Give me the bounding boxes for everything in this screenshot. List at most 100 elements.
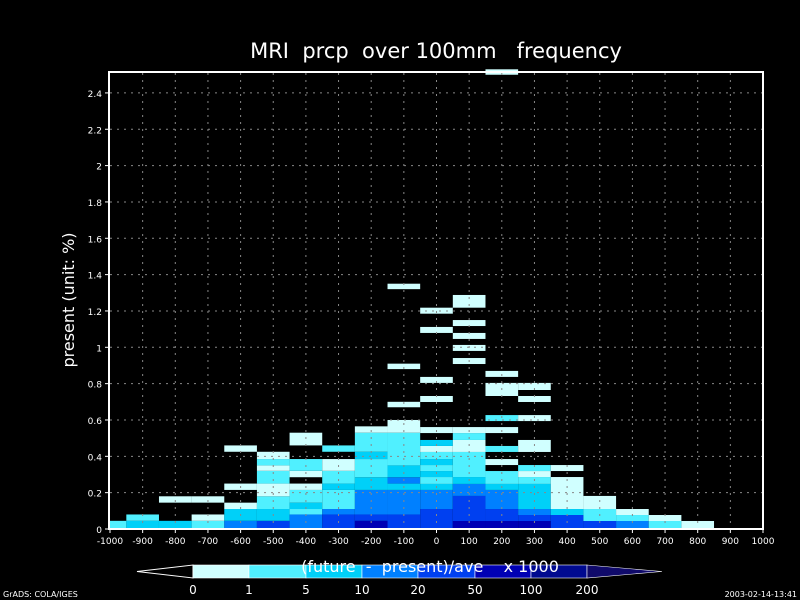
heatmap-cell: [354, 451, 388, 460]
y-tick-label: 1.2: [88, 308, 102, 318]
grid-lines: [110, 73, 763, 529]
y-axis: 0 0.2 0.4 0.6 0.8 1 1.2 1.4 1.6 1.8 2 2.2 2.4: [88, 90, 109, 536]
x-tick-label: 800: [689, 537, 706, 547]
colorbar-label: 200: [576, 583, 599, 597]
x-tick-label: 400: [559, 537, 576, 547]
heatmap-cells: [110, 69, 715, 529]
heatmap-cell: [256, 451, 290, 460]
heatmap-cell: [289, 470, 323, 478]
colorbar-label: 1: [245, 583, 253, 597]
y-tick-label: 1.8: [88, 199, 103, 209]
heatmap-cell: [289, 459, 323, 471]
heatmap-cell: [256, 470, 290, 484]
colorbar-over-triangle: [586, 564, 663, 579]
heatmap-cell: [420, 395, 453, 402]
heatmap-cell: [354, 432, 388, 452]
x-tick-label: -1000: [97, 537, 123, 547]
heatmap-cell: [452, 294, 486, 308]
heatmap-cell: [322, 459, 355, 471]
heatmap-cell: [452, 483, 486, 496]
heatmap-cell: [420, 451, 453, 460]
heatmap-cell: [452, 332, 486, 339]
colorbar-label: 5: [302, 583, 310, 597]
heatmap-cell: [387, 283, 421, 290]
heatmap-cell: [420, 326, 453, 333]
y-tick-label: 2.2: [88, 126, 102, 136]
heatmap-cell: [256, 520, 290, 529]
heatmap-cell: [158, 520, 192, 529]
x-axis: -1000 -900 -800 -700 -600 -500 -400 -300 -200 -10…: [97, 529, 775, 547]
heatmap-cell: [583, 495, 617, 510]
heatmap-cell: [322, 489, 355, 510]
heatmap-cell: [485, 459, 519, 466]
heatmap-cell: [518, 521, 551, 529]
x-tick-label: 500: [591, 537, 608, 547]
heatmap-cell: [354, 520, 388, 529]
y-tick-label: 0: [96, 526, 102, 536]
heatmap-cell: [126, 514, 159, 521]
heatmap-cell: [420, 445, 453, 452]
heatmap-cell: [485, 521, 519, 529]
heatmap-cell: [452, 521, 486, 529]
colorbar: 0 1 5 10 20 50 100 200: [136, 564, 663, 597]
y-tick-label: 2: [96, 163, 102, 173]
heatmap-cell: [485, 370, 519, 377]
heatmap-cell: [518, 509, 551, 516]
x-tick-label: -500: [263, 537, 284, 547]
colorbar-label: 100: [520, 583, 543, 597]
heatmap-cell: [452, 433, 486, 440]
heatmap-cell: [485, 445, 519, 452]
heatmap-cell: [158, 496, 192, 503]
heatmap-cell: [191, 496, 225, 503]
heatmap-cell: [648, 521, 682, 529]
x-tick-label: -900: [132, 537, 153, 547]
heatmap-cell: [322, 445, 355, 452]
heatmap-cell: [420, 471, 453, 478]
x-tick-label: -400: [296, 537, 317, 547]
heatmap-cell: [452, 320, 486, 327]
heatmap-cell: [518, 483, 551, 510]
heatmap-cell: [289, 509, 323, 515]
heatmap-cell: [387, 465, 421, 478]
heatmap-cell: [289, 502, 323, 510]
heatmap-cell: [550, 465, 584, 472]
x-tick-label: 700: [656, 537, 673, 547]
x-tick-label: -300: [328, 537, 349, 547]
y-tick-label: 2.4: [88, 90, 103, 100]
x-tick-label: -200: [361, 537, 382, 547]
x-tick-label: -600: [230, 537, 251, 547]
footer-timestamp: 2003-02-14-13:41: [725, 590, 797, 599]
colorbar-label: 10: [354, 583, 369, 597]
heatmap-cell: [420, 459, 453, 466]
heatmap-cell: [648, 515, 682, 522]
heatmap-cell: [420, 307, 453, 314]
x-tick-label: -100: [394, 537, 415, 547]
colorbar-under-triangle: [136, 564, 194, 579]
heatmap-cell: [420, 465, 453, 472]
heatmap-cell: [550, 509, 584, 516]
heatmap-cell: [256, 465, 290, 471]
heatmap-cell: [256, 459, 290, 466]
x-axis-label: (future - present)/ave x 1000: [301, 557, 559, 576]
heatmap-cell: [518, 465, 551, 472]
heatmap-cell: [354, 426, 388, 433]
x-tick-label: 300: [526, 537, 543, 547]
heatmap-cell: [256, 496, 290, 510]
heatmap-cell: [420, 489, 453, 510]
y-tick-label: 0.2: [88, 490, 102, 500]
heatmap-cell: [191, 520, 225, 529]
heatmap-cell: [420, 509, 453, 529]
heatmap-cell: [224, 520, 257, 529]
heatmap-cell: [354, 459, 388, 478]
colorbar-label: 0: [189, 583, 197, 597]
heatmap-cell: [518, 471, 551, 478]
heatmap-cell: [224, 445, 257, 452]
x-tick-label: 900: [722, 537, 739, 547]
heatmap-cell: [485, 489, 519, 510]
heatmap-cell: [322, 470, 355, 484]
heatmap-cell: [518, 415, 551, 422]
heatmap-cell: [616, 509, 649, 516]
heatmap-cell: [616, 521, 649, 529]
x-tick-label: -800: [165, 537, 186, 547]
